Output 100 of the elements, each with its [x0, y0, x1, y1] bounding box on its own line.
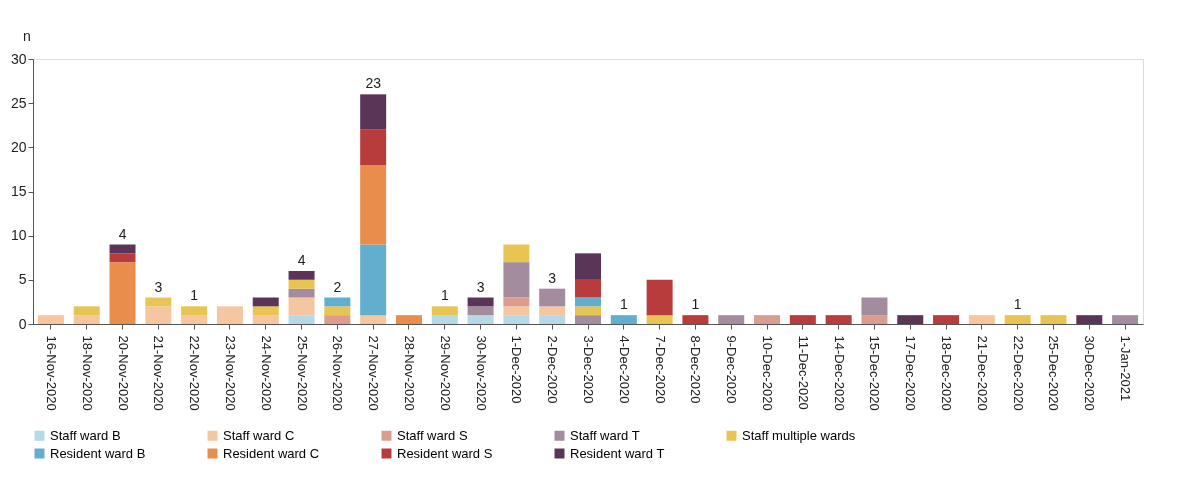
bar — [503, 315, 530, 324]
x-tick-label: 2-Dec-2020 — [545, 335, 561, 404]
legend-label: Staff multiple wards — [742, 427, 856, 443]
x-tick-label: 30-Dec-2020 — [1082, 335, 1098, 411]
x-tick-label: 29-Nov-2020 — [437, 335, 453, 411]
bar — [109, 262, 136, 324]
y-tick-label: 0 — [18, 315, 27, 332]
annotation: 1 — [619, 296, 628, 313]
x-tick-label: 28-Nov-2020 — [401, 335, 417, 411]
y-tick-label: 10 — [10, 227, 27, 244]
x-tick-label: 1-Dec-2020 — [509, 335, 525, 404]
bar — [718, 315, 745, 324]
annotation: 4 — [297, 252, 306, 268]
bar — [1112, 315, 1139, 324]
x-tick-label: 23-Nov-2020 — [222, 335, 238, 411]
bar — [897, 315, 924, 324]
x-tick-label: 18-Nov-2020 — [79, 335, 95, 411]
bar — [575, 297, 601, 307]
bar — [503, 262, 530, 298]
bar — [861, 315, 888, 324]
bar — [1076, 315, 1103, 324]
bar — [968, 315, 995, 324]
bar — [503, 297, 530, 307]
x-tick-label: 26-Nov-2020 — [330, 335, 346, 411]
bar — [646, 279, 673, 316]
bar — [252, 306, 279, 316]
bar — [145, 306, 172, 324]
bar — [789, 315, 816, 324]
x-tick-label: 18-Dec-2020 — [939, 335, 955, 411]
bar — [754, 315, 781, 324]
x-tick-label: 30-Nov-2020 — [473, 335, 489, 411]
annotation: 3 — [154, 278, 163, 295]
bar — [252, 315, 279, 324]
bar — [360, 165, 387, 245]
x-tick-label: 15-Dec-2020 — [867, 335, 883, 411]
bar — [646, 315, 673, 324]
bar — [181, 315, 208, 324]
bar — [360, 244, 387, 316]
x-tick-label: 24-Nov-2020 — [258, 335, 274, 411]
bar — [360, 315, 387, 324]
bar — [682, 315, 709, 324]
annotation: 3 — [548, 269, 557, 286]
bar — [73, 315, 100, 324]
y-tick-label: 20 — [10, 138, 27, 155]
bar — [933, 315, 960, 324]
annotation: 1 — [691, 296, 700, 313]
bar — [503, 306, 530, 316]
legend-label: Resident ward S — [397, 445, 493, 461]
x-tick-label: 9-Dec-2020 — [724, 335, 740, 404]
bar — [610, 315, 637, 324]
x-tick-label: 16-Nov-2020 — [43, 335, 59, 411]
bar — [503, 244, 530, 263]
bar — [539, 306, 566, 316]
x-tick-label: 8-Dec-2020 — [688, 335, 704, 404]
annotation: 1 — [1013, 296, 1022, 313]
annotation: 2 — [333, 278, 342, 295]
legend-label: Staff ward C — [223, 427, 295, 443]
x-tick-label: 3-Dec-2020 — [581, 335, 596, 404]
x-tick-label: 22-Nov-2020 — [187, 335, 203, 411]
bar — [467, 306, 494, 316]
bar — [109, 253, 136, 263]
annotation: 1 — [190, 287, 199, 304]
x-tick-label: 7-Dec-2020 — [652, 335, 668, 404]
annotation: 23 — [365, 75, 382, 92]
bar — [1004, 315, 1031, 324]
x-tick-label: 25-Nov-2020 — [294, 335, 310, 411]
y-tick-label: 30 — [10, 50, 27, 67]
bar — [575, 306, 601, 316]
bar — [288, 288, 315, 298]
bar — [539, 315, 566, 324]
bar — [575, 279, 601, 298]
bar — [145, 297, 172, 307]
bar — [861, 297, 888, 316]
bar — [431, 306, 458, 316]
bar — [575, 315, 601, 324]
bar — [288, 279, 315, 289]
x-tick-label: 1-Jan-2021 — [1118, 335, 1134, 402]
bar — [288, 271, 315, 280]
legend-label: Staff ward S — [397, 427, 468, 443]
legend-label: Resident ward B — [50, 445, 146, 461]
y-tick-label: 25 — [10, 94, 27, 111]
bar — [467, 315, 494, 324]
bar — [324, 315, 351, 324]
legend-label: Resident ward T — [570, 445, 665, 461]
bar — [395, 315, 422, 324]
y-axis-title: n — [23, 28, 31, 44]
bar — [252, 297, 279, 307]
bar — [825, 315, 852, 324]
bar — [575, 253, 601, 280]
bar — [288, 297, 315, 316]
legend-label: Resident ward C — [223, 445, 320, 461]
x-tick-label: 20-Nov-2020 — [115, 335, 131, 411]
y-tick-label: 15 — [10, 183, 27, 199]
x-tick-label: 4-Dec-2020 — [616, 335, 632, 404]
bar — [324, 306, 351, 316]
x-tick-label: 25-Dec-2020 — [1046, 335, 1062, 411]
bar — [431, 315, 458, 324]
bar — [181, 306, 208, 316]
x-tick-label: 10-Dec-2020 — [760, 335, 776, 411]
bar — [216, 306, 243, 324]
